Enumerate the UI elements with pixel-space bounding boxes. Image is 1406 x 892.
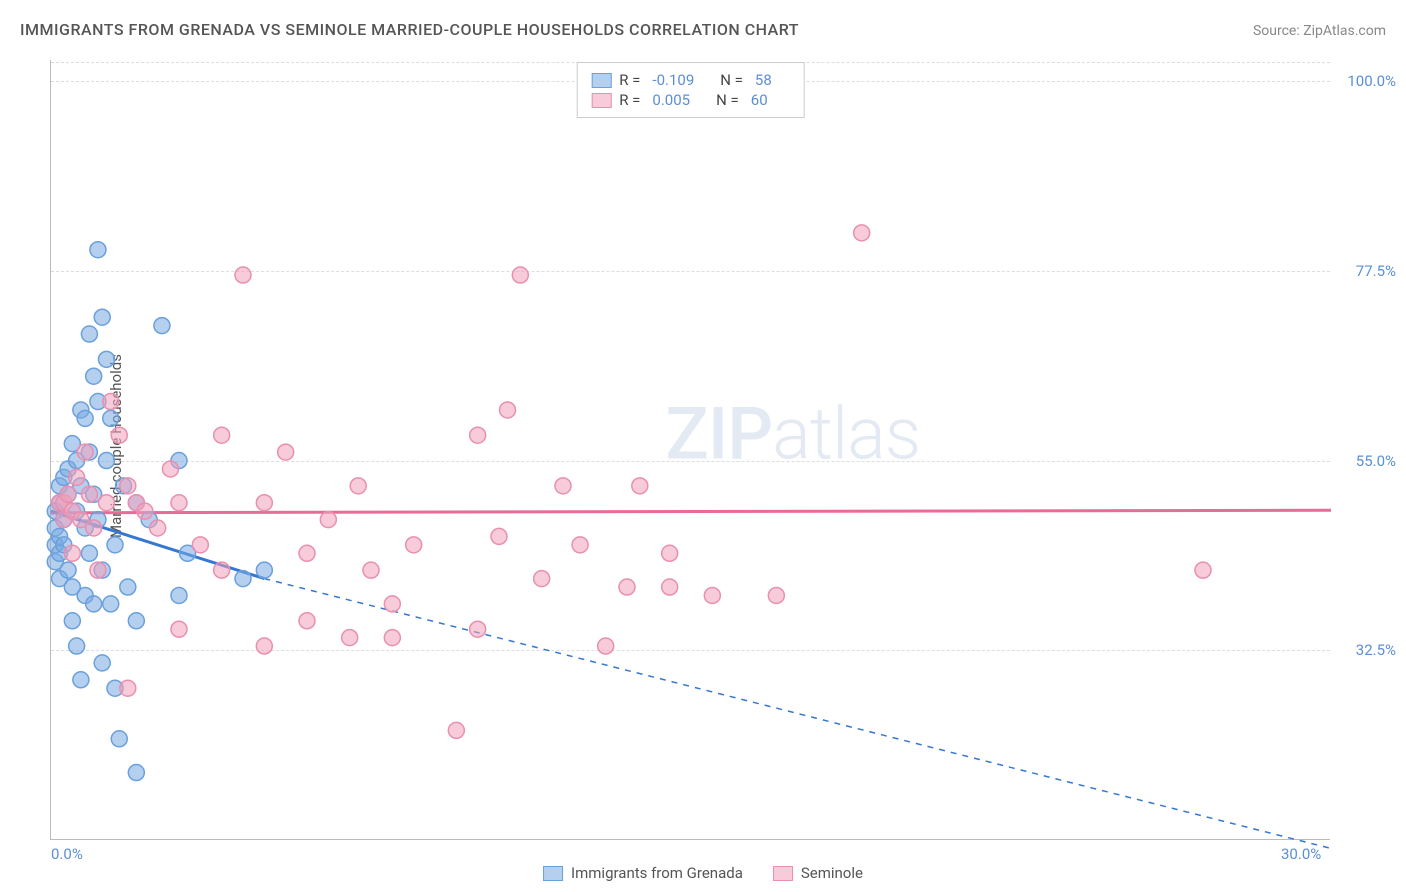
bottom-legend: Immigrants from Grenada Seminole — [543, 864, 863, 882]
chart-title: IMMIGRANTS FROM GRENADA VS SEMINOLE MARR… — [20, 20, 799, 39]
legend-label-1: Immigrants from Grenada — [571, 864, 743, 882]
n-value-2: 60 — [751, 91, 768, 109]
n-value-1: 58 — [755, 71, 772, 89]
r-value-2: 0.005 — [652, 91, 690, 109]
legend-swatch-1 — [543, 866, 563, 881]
source-label: Source: ZipAtlas.com — [1253, 23, 1386, 39]
scatter-svg — [51, 60, 1330, 839]
y-ticks — [1260, 60, 1320, 839]
title-bar: IMMIGRANTS FROM GRENADA VS SEMINOLE MARR… — [20, 20, 1386, 39]
legend-item-2: Seminole — [773, 864, 863, 882]
r-value-1: -0.109 — [652, 71, 694, 89]
swatch-series-1 — [591, 73, 611, 88]
legend-swatch-2 — [773, 866, 793, 881]
plot-area: ZIPatlas 32.5%55.0%77.5%100.0% R = -0.10… — [50, 60, 1330, 840]
stats-row-2: R = 0.005 N = 60 — [591, 91, 790, 109]
stats-row-1: R = -0.109 N = 58 — [591, 71, 790, 89]
legend-item-1: Immigrants from Grenada — [543, 864, 743, 882]
legend-label-2: Seminole — [801, 864, 863, 882]
swatch-series-2 — [591, 93, 611, 108]
stats-legend: R = -0.109 N = 58 R = 0.005 N = 60 — [576, 62, 805, 118]
